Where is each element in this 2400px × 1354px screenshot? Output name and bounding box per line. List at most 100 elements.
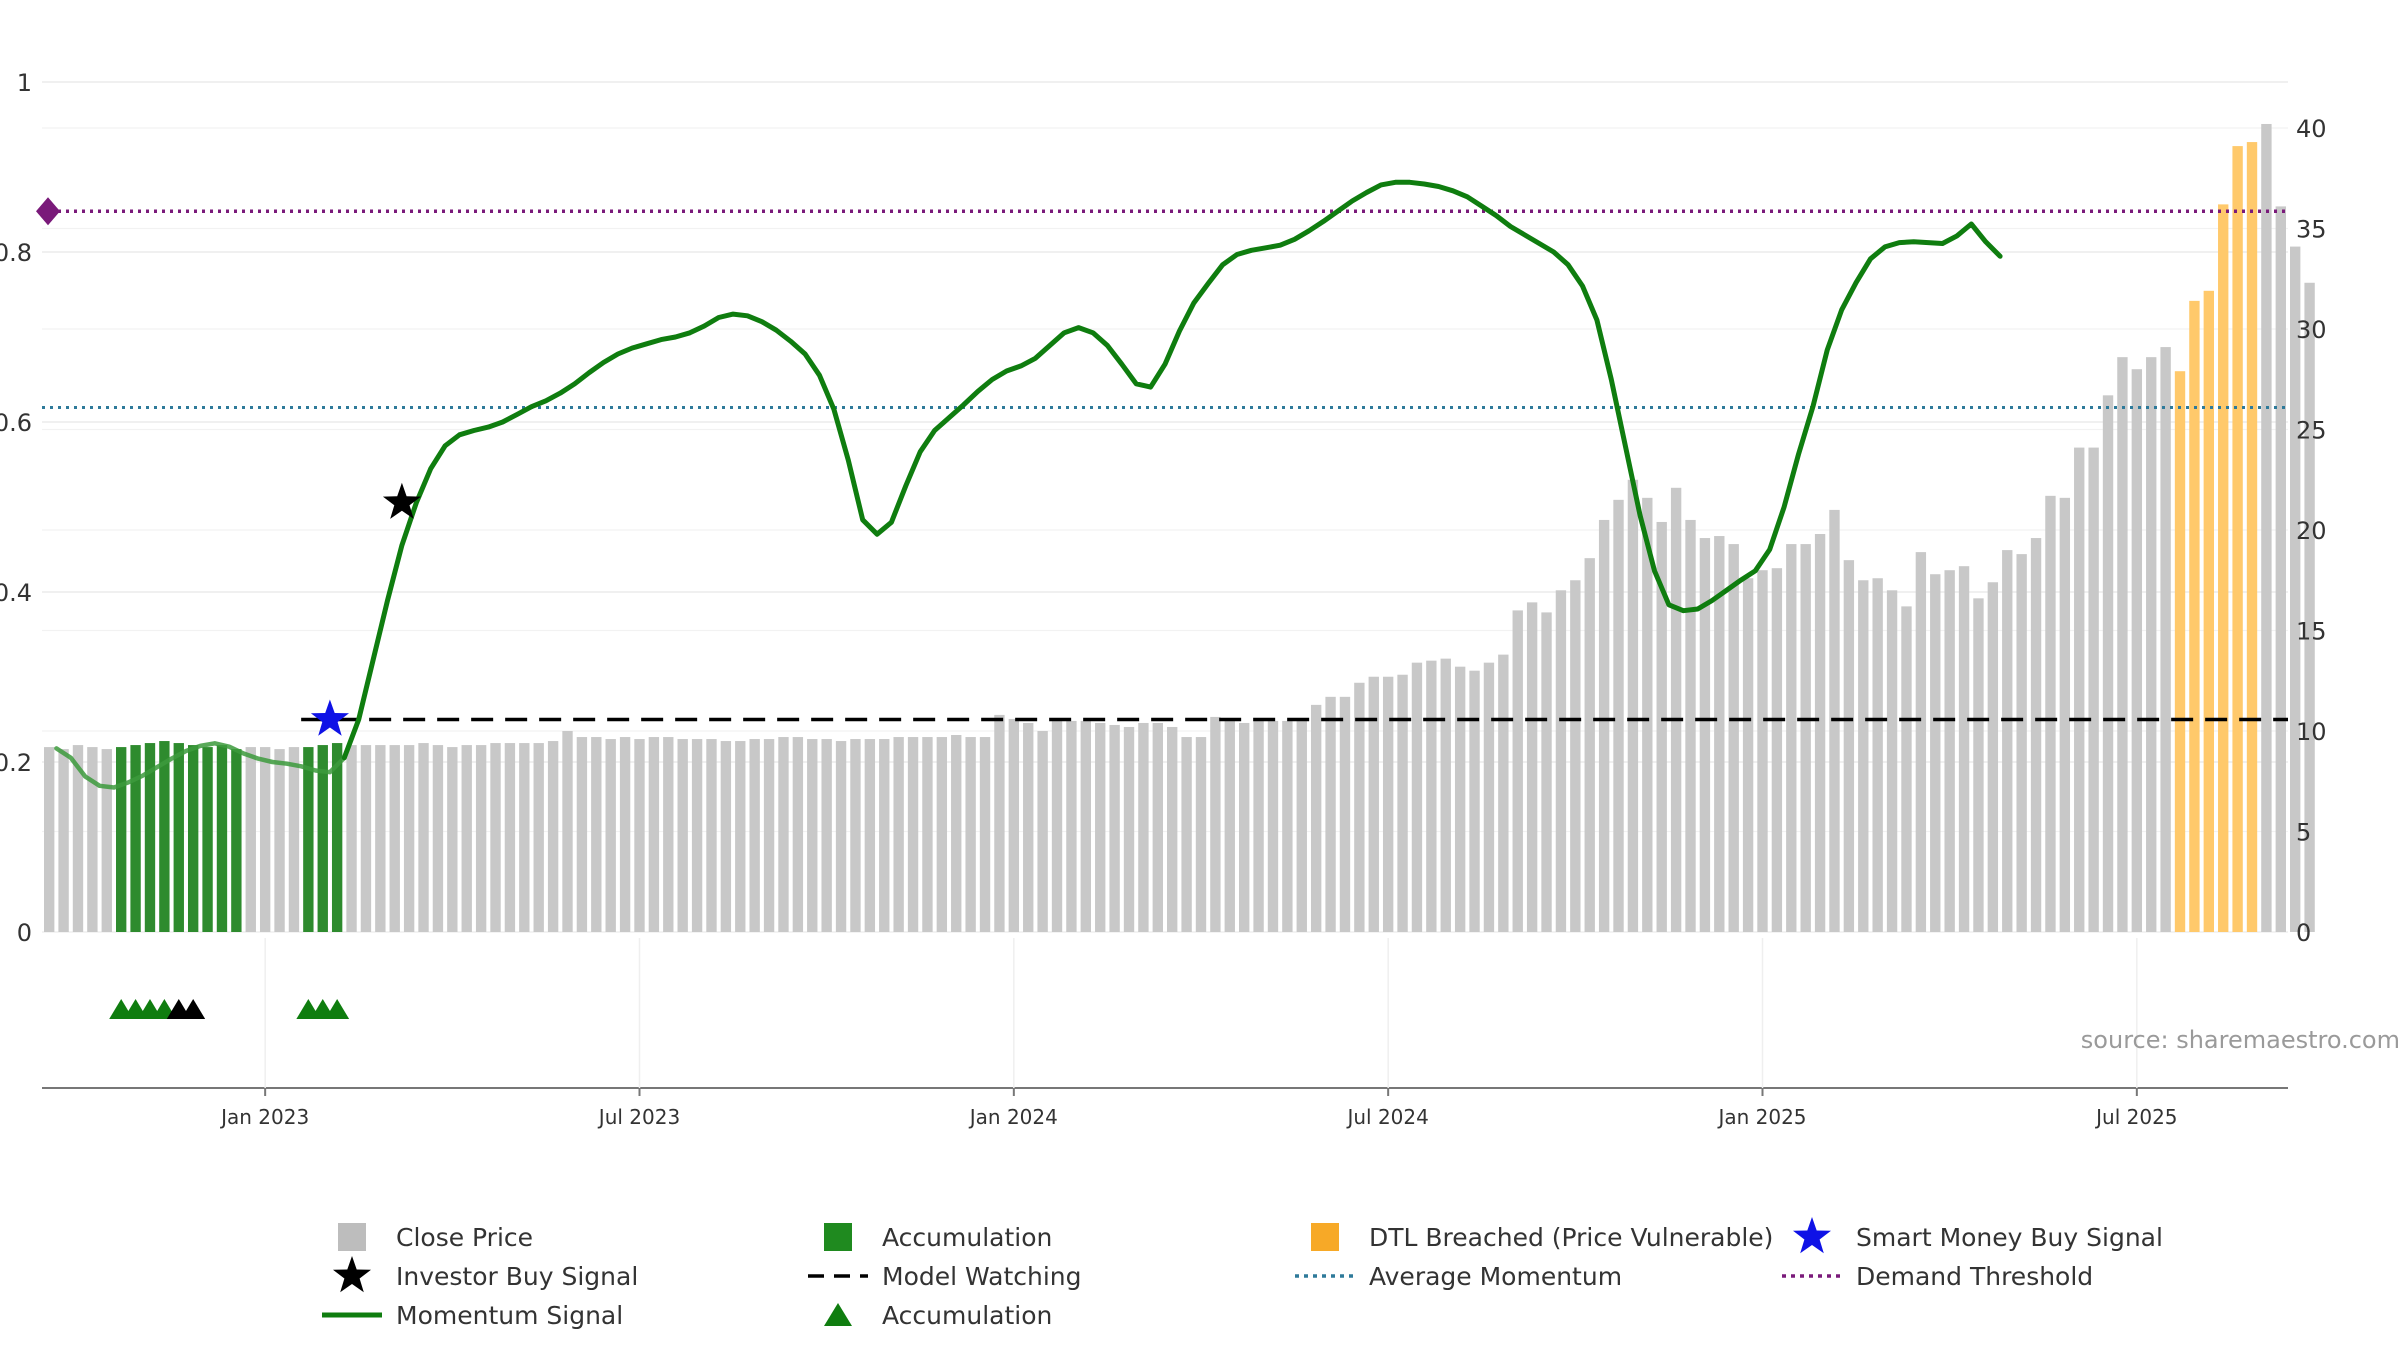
close-price-bar: [1555, 590, 1567, 932]
right-axis-tick: 25: [2296, 417, 2327, 445]
close-price-bar: [375, 745, 386, 932]
close-price-bar: [1382, 676, 1394, 932]
close-price-bar: [44, 747, 55, 932]
close-price-bar: [1008, 718, 1020, 932]
right-axis-tick: 35: [2296, 216, 2327, 244]
legend-label: Close Price: [396, 1223, 533, 1252]
close-price-bar: [922, 737, 933, 932]
close-price-bar: [533, 743, 544, 932]
close-price-bar: [2059, 497, 2071, 932]
legend-label: DTL Breached (Price Vulnerable): [1369, 1223, 1773, 1252]
close-price-bar: [1469, 670, 1480, 932]
close-price-bar: [1613, 499, 1624, 932]
close-price-bar: [1771, 568, 1783, 932]
close-price-bar: [1670, 487, 1682, 932]
accumulation-bar: [116, 747, 127, 932]
close-price-bar: [1397, 674, 1408, 932]
gridlines: [42, 81, 2288, 933]
close-price-bar: [2160, 347, 2171, 933]
close-price-bar: [1944, 570, 1955, 932]
close-price-bar: [389, 745, 400, 932]
accumulation-bar: [303, 747, 314, 932]
dtl-breached-bar: [2218, 204, 2229, 932]
accumulation-bar: [130, 745, 141, 932]
close-price-bar: [1930, 574, 1941, 932]
close-price-bar: [907, 737, 919, 932]
close-price-bar: [1958, 566, 1970, 932]
close-price-bar: [1570, 580, 1581, 932]
right-axis-tick: 5: [2296, 819, 2311, 847]
momentum-line: [341, 179, 2003, 761]
close-price-bar: [1181, 737, 1192, 932]
smart-money-buy-star: [310, 699, 349, 736]
close-price-bar: [965, 737, 976, 932]
close-price-bar: [2045, 495, 2056, 932]
close-price-bar: [835, 741, 847, 932]
close-price-bar: [735, 741, 746, 932]
close-price-bar: [2146, 357, 2157, 932]
close-price-bar: [763, 739, 775, 932]
momentum-line-early: [54, 741, 347, 790]
x-axis-tick: Jul 2023: [597, 1105, 680, 1129]
close-price-bar: [418, 743, 429, 932]
close-price-bar: [2261, 123, 2272, 933]
close-price-bar: [1239, 722, 1250, 932]
close-price-bar: [936, 737, 948, 932]
close-price-bar: [1066, 720, 1077, 932]
close-price-bar: [994, 714, 1005, 932]
close-price-bar: [360, 745, 372, 932]
close-price-bar: [1915, 552, 1927, 932]
close-price-bar: [1354, 682, 1365, 932]
close-price-bar: [1627, 479, 1639, 932]
price-bars: [44, 123, 2315, 933]
left-axis-tick: 0.6: [0, 409, 32, 437]
legend: Close Price Accumulation DTL Breached (Pri…: [322, 1217, 2163, 1330]
close-price-bar: [821, 739, 832, 932]
legend-label: Smart Money Buy Signal: [1856, 1223, 2163, 1252]
legend-star-swatch: [1793, 1217, 1831, 1254]
legend-square-swatch: [824, 1223, 852, 1251]
close-price-bar: [1757, 570, 1768, 932]
close-price-bar: [864, 739, 876, 932]
close-price-bar: [288, 747, 300, 932]
right-axis-tick: 20: [2296, 517, 2327, 545]
legend-square-swatch: [338, 1223, 366, 1251]
legend-square-swatch: [1311, 1223, 1339, 1251]
close-price-bar: [1310, 704, 1322, 932]
accumulation-bar: [173, 743, 184, 932]
close-price-bar: [1598, 519, 1610, 932]
close-price-bar: [1872, 578, 1883, 932]
dtl-breached-bar: [2232, 146, 2243, 933]
lower-panel: Jan 2023 Jul 2023 Jan 2024 Jul 2024 Jan 2025…: [42, 938, 2288, 1129]
close-price-bar: [2290, 246, 2301, 933]
dtl-breached-bar: [2246, 142, 2258, 932]
close-price-bar: [1742, 578, 1754, 932]
close-price-bar: [1253, 718, 1264, 932]
close-price-bar: [1814, 534, 1826, 932]
x-axis-tick: Jul 2024: [1345, 1105, 1428, 1129]
close-price-bar: [432, 745, 444, 932]
close-price-bar: [1541, 612, 1552, 932]
x-axis-tick: Jan 2024: [968, 1105, 1058, 1129]
close-price-bar: [1843, 560, 1855, 932]
close-price-bar: [1167, 726, 1178, 932]
close-price-bar: [1642, 497, 1653, 932]
close-price-bar: [951, 735, 962, 932]
close-price-bar: [1051, 720, 1063, 932]
close-price-bar: [475, 745, 487, 932]
close-price-bar: [677, 739, 688, 932]
close-price-bar: [274, 749, 285, 932]
close-price-bar: [2002, 550, 2013, 932]
accumulation-bar: [159, 741, 170, 932]
close-price-bar: [663, 737, 674, 932]
accumulation-triangle: [181, 999, 206, 1019]
right-axis-tick: 15: [2296, 618, 2327, 646]
close-price-bar: [1339, 696, 1351, 932]
dtl-breached-bar: [2203, 290, 2214, 932]
close-price-bar: [1224, 718, 1235, 932]
close-price-bar: [259, 747, 271, 932]
close-price-bar: [1512, 610, 1523, 932]
close-price-bar: [1714, 536, 1725, 932]
